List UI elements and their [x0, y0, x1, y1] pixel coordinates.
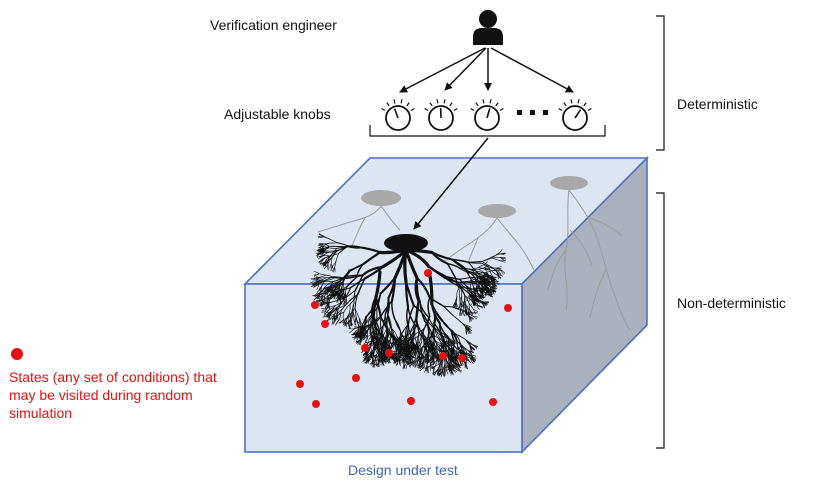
knob-dial-icon [558, 99, 592, 131]
state-dot [504, 304, 512, 312]
legend-text: States (any set of conditions) that may … [9, 369, 217, 421]
state-dot [458, 354, 466, 362]
background-roots [317, 176, 631, 331]
state-space-tree [310, 233, 507, 377]
state-dot [489, 398, 497, 406]
background-node [361, 190, 401, 206]
arrow-to-knob-2 [444, 47, 487, 91]
root-node [384, 234, 428, 252]
state-dot [312, 400, 320, 408]
non-deterministic-label: Non-deterministic [677, 295, 786, 311]
adjustable-knobs [381, 99, 592, 131]
knob-dial-icon [381, 99, 415, 131]
state-dot [407, 397, 415, 405]
deterministic-brace [656, 15, 665, 151]
adjustable-knobs-label: Adjustable knobs [224, 106, 331, 122]
non-deterministic-brace [656, 192, 665, 449]
knob-dial-icon [424, 99, 458, 131]
state-dot [424, 269, 432, 277]
knob-group-bracket [369, 125, 606, 137]
knobs-to-design-arrow [413, 137, 489, 230]
engineer-to-knob-arrows [399, 47, 574, 93]
box-front-face [244, 283, 523, 453]
state-dot [361, 344, 369, 352]
background-node [550, 176, 588, 190]
state-dot [321, 320, 329, 328]
state-dot [439, 352, 447, 360]
state-dot [296, 380, 304, 388]
background-node [478, 204, 516, 218]
arrow-to-knob-4 [490, 47, 574, 93]
knob-dial-icon [470, 99, 504, 131]
arrow-to-knob-1 [399, 47, 486, 93]
design-under-test-box [243, 156, 649, 454]
design-under-test-label: Design under test [348, 462, 458, 478]
person-icon [473, 10, 503, 45]
state-dot [385, 349, 393, 357]
state-dot [352, 374, 360, 382]
visited-states [296, 269, 512, 408]
state-dot-icon [11, 348, 23, 360]
ellipsis-icon [517, 110, 548, 115]
deterministic-label: Deterministic [677, 96, 758, 112]
verification-engineer-label: Verification engineer [210, 17, 337, 33]
state-dot [311, 301, 319, 309]
